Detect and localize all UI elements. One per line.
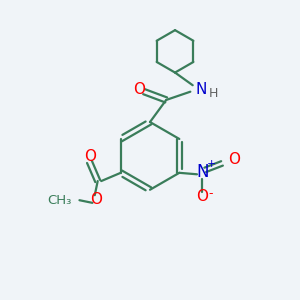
Text: -: - [208, 188, 213, 200]
Text: N: N [196, 163, 208, 181]
Text: O: O [133, 82, 145, 97]
Text: N: N [195, 82, 206, 97]
Text: O: O [228, 152, 240, 167]
Text: H: H [208, 87, 218, 100]
Text: CH₃: CH₃ [47, 194, 71, 207]
Text: O: O [90, 192, 102, 207]
Text: +: + [207, 159, 216, 169]
Text: O: O [196, 190, 208, 205]
Text: O: O [84, 149, 96, 164]
